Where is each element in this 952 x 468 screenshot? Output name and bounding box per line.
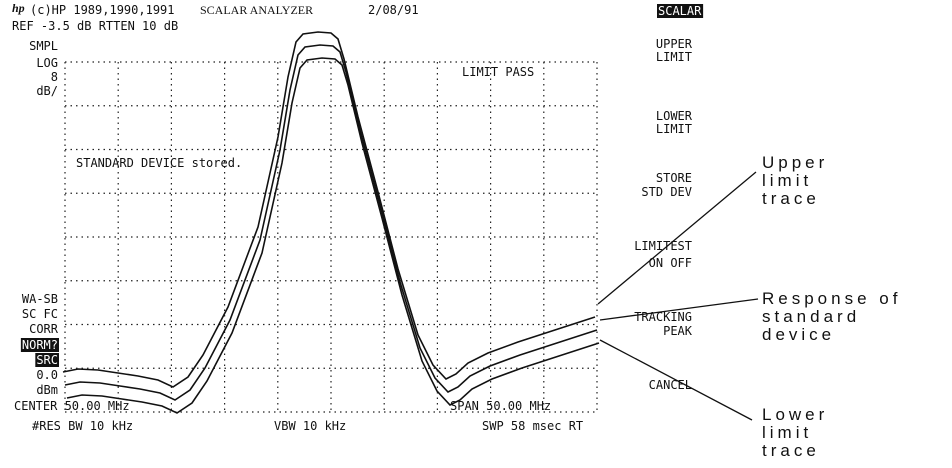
softkey: LIMIT [656, 50, 692, 64]
left-label: 0.0 [36, 368, 58, 382]
callout: device [762, 325, 835, 344]
inverse-box [20, 338, 59, 352]
left-label: LOG [36, 56, 58, 70]
left-label: SRC [36, 353, 58, 367]
left-label: SC FC [22, 307, 58, 321]
texts: (c)HP 1989,1990,1991 SCALAR ANALYZER 2/08/… [12, 3, 901, 460]
left-label: CORR [29, 322, 59, 336]
sweep: SWP 58 msec RT [482, 419, 583, 433]
left-label: dB/ [36, 84, 58, 98]
softkey: TRACKING [634, 310, 692, 324]
left-label: NORM? [22, 338, 58, 352]
left-label: dBm [36, 383, 58, 397]
hp-logo: hp [12, 1, 25, 15]
softkey: CANCEL [649, 378, 692, 392]
ref-line: REF -3.5 dB RTTEN 10 dB [12, 19, 178, 33]
callout: standard [762, 307, 860, 326]
date: 2/08/91 [368, 3, 419, 17]
leader-lines [597, 171, 759, 421]
softkey: STORE [656, 171, 692, 185]
res-bw: #RES BW 10 kHz [32, 419, 133, 433]
callout: Response of [762, 289, 901, 308]
graticule [64, 61, 598, 413]
left-label: SMPL [29, 39, 58, 53]
center-freq: CENTER 50.00 MHz [14, 399, 130, 413]
left-label: 8 [51, 70, 58, 84]
callout: limit [762, 423, 812, 442]
left-label: WA-SB [22, 292, 58, 306]
leader [599, 339, 753, 421]
vbw: VBW 10 kHz [274, 419, 346, 433]
softkey: UPPER [656, 37, 693, 51]
stored-message: STANDARD DEVICE stored. [76, 156, 242, 170]
traces [62, 31, 600, 414]
callout: Lower [762, 405, 828, 424]
callout: trace [762, 441, 820, 460]
softkey: ON OFF [649, 256, 692, 270]
softkey: LIMITEST [634, 239, 692, 253]
callout: trace [762, 189, 820, 208]
leader [599, 298, 759, 321]
lower-limit-trace [66, 57, 600, 414]
leader [597, 171, 757, 305]
copyright: (c)HP 1989,1990,1991 [30, 3, 175, 17]
response-trace [64, 44, 598, 401]
softkey: STD DEV [641, 185, 692, 199]
limit-status: LIMIT PASS [462, 65, 534, 79]
inverse-box [657, 4, 704, 18]
softkey: LIMIT [656, 122, 692, 136]
upper-limit-trace [62, 31, 596, 388]
instrument: SCALAR ANALYZER [200, 3, 313, 17]
inverse-box [35, 353, 59, 367]
callout: Upper [762, 153, 828, 172]
span: SPAN 50.00 MHz [450, 399, 551, 413]
softkey: PEAK [663, 324, 693, 338]
softkey-title: SCALAR [658, 4, 702, 18]
softkey: LOWER [656, 109, 693, 123]
callout: limit [762, 171, 812, 190]
